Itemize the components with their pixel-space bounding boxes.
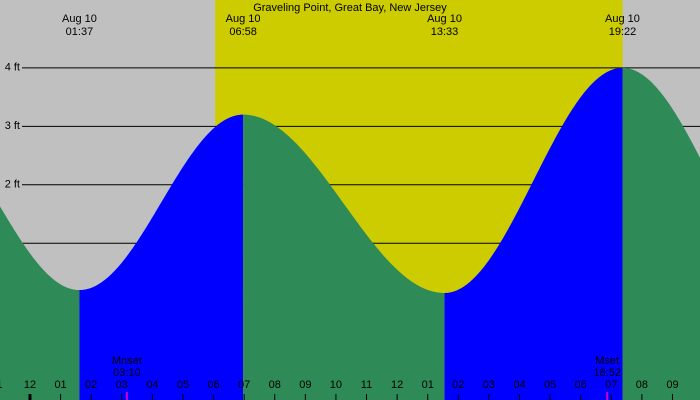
x-tick-label: 01 <box>54 379 66 391</box>
x-tick-label: 01 <box>422 379 434 391</box>
x-tick-label: 06 <box>575 379 587 391</box>
x-tick-label: 02 <box>85 379 97 391</box>
x-tick-label: 05 <box>177 379 189 391</box>
x-tick-label: 03 <box>483 379 495 391</box>
falling-tide <box>243 114 445 400</box>
x-tick-label: 03 <box>116 379 128 391</box>
x-tick-label: 09 <box>666 379 678 391</box>
chart-title: Graveling Point, Great Bay, New Jersey <box>253 2 447 14</box>
tide-date: Aug 10 <box>62 13 97 25</box>
rising-tide <box>444 67 623 400</box>
rising-tide <box>79 114 244 400</box>
x-tick-label: 05 <box>544 379 556 391</box>
tide-date: Aug 10 <box>605 13 640 25</box>
moon-time: 18:52 <box>593 367 621 379</box>
x-tick-label: 07 <box>605 379 617 391</box>
x-tick-label: 1 <box>0 379 2 391</box>
x-tick-label: 02 <box>452 379 464 391</box>
x-tick-label: 12 <box>391 379 403 391</box>
x-tick-label: 08 <box>636 379 648 391</box>
x-tick-label: 11 <box>361 379 372 391</box>
moon-label: Mnset <box>112 355 142 367</box>
x-tick-label: 04 <box>146 379 158 391</box>
tide-date: Aug 10 <box>427 13 462 25</box>
tide-time: 19:22 <box>609 26 637 38</box>
x-tick-label: 07 <box>238 379 250 391</box>
tide-date: Aug 10 <box>226 13 261 25</box>
falling-tide <box>0 206 80 400</box>
tide-time: 01:37 <box>66 26 94 38</box>
tide-time: 13:33 <box>431 26 459 38</box>
y-tick-label: 2 ft <box>5 179 20 191</box>
x-tick-label: 06 <box>207 379 219 391</box>
tide-time: 06:58 <box>229 26 257 38</box>
moon-time: 03:10 <box>113 367 141 379</box>
falling-tide <box>622 67 700 400</box>
x-tick-label: 08 <box>269 379 281 391</box>
x-tick-label: 12 <box>24 379 36 391</box>
x-tick-label: 10 <box>330 379 342 391</box>
x-tick-label: 09 <box>299 379 311 391</box>
y-tick-label: 4 ft <box>5 62 20 74</box>
y-tick-label: 3 ft <box>5 120 20 132</box>
x-tick-label: 04 <box>513 379 525 391</box>
moon-label: Mset <box>595 355 619 367</box>
